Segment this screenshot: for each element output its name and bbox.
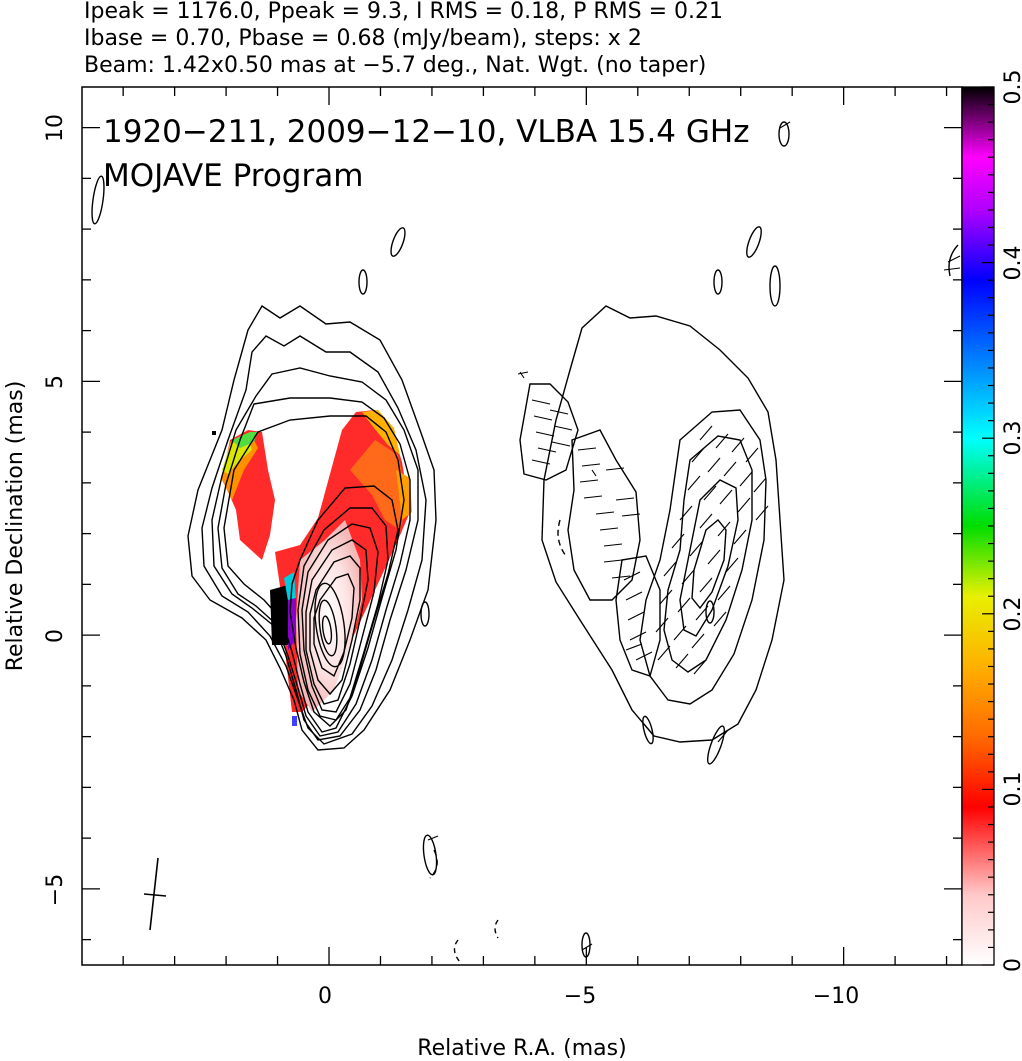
colorbar-label-0.4: 0.4 xyxy=(1001,246,1022,281)
header-line-1: Ipeak = 1176.0, Ppeak = 9.3, I RMS = 0.1… xyxy=(84,0,723,24)
axis-ticks xyxy=(82,87,962,965)
colorbar-label-0.5: 0.5 xyxy=(1001,70,1022,105)
colorbar-label-0: 0 xyxy=(1001,958,1022,972)
x-axis-label: Relative R.A. (mas) xyxy=(417,1036,626,1061)
y-tick-label-0: 0 xyxy=(43,629,68,643)
plot-frame xyxy=(81,86,963,966)
plot-title: 1920−211, 2009−12−10, VLBA 15.4 GHz xyxy=(103,114,749,150)
colorbar-ticks xyxy=(982,86,994,966)
x-tick-label-minus5: −5 xyxy=(564,984,596,1009)
colorbar-label-0.2: 0.2 xyxy=(1001,597,1022,632)
polarization-contours-right xyxy=(519,121,959,958)
colorbar-label-0.3: 0.3 xyxy=(1001,421,1022,456)
x-tick-label-minus10: −10 xyxy=(813,984,859,1009)
colorbar-label-0.1: 0.1 xyxy=(1001,772,1022,807)
intensity-contours-left xyxy=(91,175,499,963)
beam-marker xyxy=(143,857,167,931)
fractional-polarization-fill xyxy=(212,410,412,726)
y-tick-label-minus5: −5 xyxy=(43,874,68,906)
image-content xyxy=(91,121,961,963)
header-line-3: Beam: 1.42x0.50 mas at −5.7 deg., Nat. W… xyxy=(84,53,706,78)
y-axis-label: Relative Declination (mas) xyxy=(3,381,28,672)
plot-subtitle: MOJAVE Program xyxy=(103,158,363,194)
y-tick-label-10: 10 xyxy=(43,114,68,142)
y-tick-label-5: 5 xyxy=(43,375,68,389)
evpa-vectors xyxy=(427,121,961,951)
x-tick-label-0: 0 xyxy=(318,984,332,1009)
header-line-2: Ibase = 0.70, Pbase = 0.68 (mJy/beam), s… xyxy=(84,26,642,51)
